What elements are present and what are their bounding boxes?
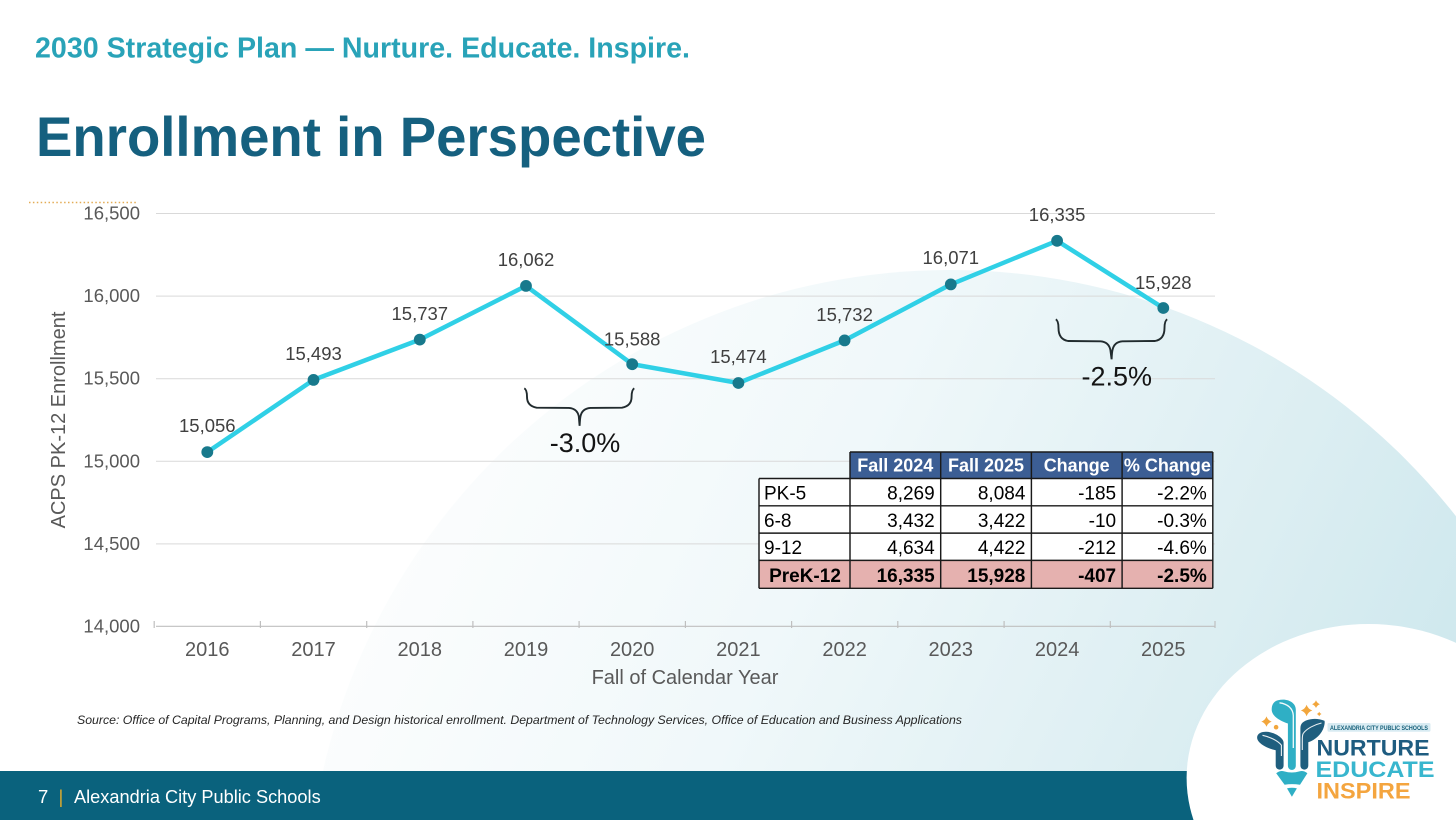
svg-text:2022: 2022	[822, 639, 867, 661]
svg-text:16,071: 16,071	[923, 247, 980, 268]
svg-text:-2.5%: -2.5%	[1082, 361, 1153, 391]
svg-text:Change: Change	[1044, 456, 1110, 476]
svg-text:14,500: 14,500	[83, 533, 140, 554]
svg-text:-212: -212	[1078, 538, 1116, 559]
svg-text:15,493: 15,493	[285, 343, 342, 364]
svg-text:2016: 2016	[185, 639, 230, 661]
svg-text:2024: 2024	[1035, 639, 1080, 661]
svg-text:15,474: 15,474	[710, 346, 767, 367]
svg-text:15,500: 15,500	[83, 368, 140, 389]
svg-text:7: 7	[38, 786, 48, 807]
svg-text:NURTURE: NURTURE	[1317, 736, 1430, 761]
svg-text:Enrollment in Perspective: Enrollment in Perspective	[36, 105, 706, 168]
svg-text:Source: Office of Capital Prog: Source: Office of Capital Programs, Plan…	[77, 713, 962, 727]
svg-text:|: |	[59, 786, 64, 807]
svg-text:-10: -10	[1089, 511, 1116, 532]
svg-text:ACPS PK-12 Enrollment: ACPS PK-12 Enrollment	[48, 311, 70, 528]
svg-text:EDUCATE: EDUCATE	[1316, 757, 1435, 782]
svg-text:15,056: 15,056	[179, 415, 236, 436]
svg-text:-4.6%: -4.6%	[1157, 538, 1207, 559]
svg-text:2023: 2023	[929, 639, 974, 661]
svg-text:PK-5: PK-5	[764, 484, 806, 505]
svg-text:Fall 2024: Fall 2024	[857, 456, 933, 476]
svg-text:8,269: 8,269	[887, 484, 935, 505]
svg-text:15,928: 15,928	[1135, 272, 1192, 293]
svg-text:2018: 2018	[398, 639, 443, 661]
svg-text:-2.2%: -2.2%	[1157, 484, 1207, 505]
svg-text:Fall 2025: Fall 2025	[948, 456, 1024, 476]
svg-text:4,634: 4,634	[887, 538, 935, 559]
svg-text:15,928: 15,928	[967, 566, 1025, 587]
svg-text:16,500: 16,500	[83, 203, 140, 224]
svg-text:14,000: 14,000	[83, 616, 140, 637]
svg-text:8,084: 8,084	[978, 484, 1026, 505]
svg-text:9-12: 9-12	[764, 538, 802, 559]
svg-text:-185: -185	[1078, 484, 1116, 505]
svg-text:Fall of Calendar Year: Fall of Calendar Year	[592, 667, 779, 689]
svg-text:6-8: 6-8	[764, 511, 791, 532]
svg-text:3,422: 3,422	[978, 511, 1026, 532]
svg-text:-0.3%: -0.3%	[1157, 511, 1207, 532]
svg-text:2025: 2025	[1141, 639, 1186, 661]
svg-text:2017: 2017	[291, 639, 336, 661]
svg-text:2021: 2021	[716, 639, 761, 661]
svg-text:2020: 2020	[610, 639, 655, 661]
svg-text:16,062: 16,062	[498, 249, 555, 270]
svg-text:-2.5%: -2.5%	[1157, 566, 1207, 587]
svg-text:ALEXANDRIA CITY PUBLIC SCHOOLS: ALEXANDRIA CITY PUBLIC SCHOOLS	[1330, 725, 1429, 732]
svg-text:% Change: % Change	[1124, 456, 1211, 476]
svg-text:PreK-12: PreK-12	[769, 566, 841, 587]
svg-text:4,422: 4,422	[978, 538, 1026, 559]
svg-text:2019: 2019	[504, 639, 549, 661]
svg-text:15,732: 15,732	[816, 304, 873, 325]
svg-text:16,000: 16,000	[83, 285, 140, 306]
svg-text:3,432: 3,432	[887, 511, 935, 532]
svg-text:-407: -407	[1078, 566, 1116, 587]
svg-text:15,588: 15,588	[604, 329, 661, 350]
svg-text:2030 Strategic Plan — Nurture.: 2030 Strategic Plan — Nurture. Educate. …	[35, 33, 690, 65]
svg-text:15,737: 15,737	[392, 303, 449, 324]
svg-text:-3.0%: -3.0%	[550, 428, 621, 458]
svg-text:16,335: 16,335	[1029, 204, 1086, 225]
svg-text:INSPIRE: INSPIRE	[1317, 779, 1411, 804]
svg-text:16,335: 16,335	[877, 566, 936, 587]
svg-text:15,000: 15,000	[83, 450, 140, 471]
svg-text:Alexandria City Public Schools: Alexandria City Public Schools	[74, 787, 321, 807]
